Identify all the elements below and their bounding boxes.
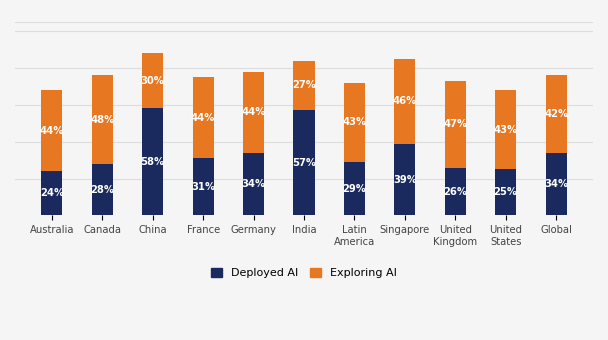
Bar: [142, 108, 164, 216]
Text: 58%: 58%: [140, 157, 165, 167]
Text: 43%: 43%: [494, 125, 518, 135]
Bar: [344, 83, 365, 162]
Bar: [344, 162, 365, 216]
Text: 25%: 25%: [494, 187, 517, 198]
Text: 44%: 44%: [241, 107, 266, 117]
Bar: [545, 75, 567, 153]
Bar: [394, 59, 415, 143]
Bar: [495, 169, 516, 216]
Text: 48%: 48%: [90, 115, 114, 124]
Bar: [444, 168, 466, 216]
Bar: [193, 77, 214, 158]
Bar: [41, 171, 63, 216]
Bar: [495, 90, 516, 169]
Bar: [41, 90, 63, 171]
Text: 30%: 30%: [141, 76, 165, 86]
Text: 42%: 42%: [544, 109, 568, 119]
Text: 34%: 34%: [241, 179, 266, 189]
Text: 28%: 28%: [91, 185, 114, 195]
Bar: [545, 153, 567, 216]
Bar: [243, 72, 264, 153]
Text: 44%: 44%: [191, 113, 215, 123]
Bar: [444, 81, 466, 168]
Bar: [142, 53, 164, 108]
Text: 24%: 24%: [40, 188, 64, 198]
Text: 26%: 26%: [443, 187, 468, 197]
Text: 34%: 34%: [544, 179, 568, 189]
Bar: [92, 164, 113, 216]
Bar: [92, 75, 113, 164]
Bar: [394, 143, 415, 216]
Text: 31%: 31%: [191, 182, 215, 192]
Bar: [243, 153, 264, 216]
Text: 46%: 46%: [393, 96, 417, 106]
Bar: [294, 110, 314, 216]
Text: 47%: 47%: [443, 119, 468, 129]
Bar: [294, 61, 314, 110]
Text: 29%: 29%: [342, 184, 367, 194]
Text: 57%: 57%: [292, 158, 316, 168]
Text: 43%: 43%: [342, 117, 367, 128]
Text: 27%: 27%: [292, 81, 316, 90]
Bar: [193, 158, 214, 216]
Text: 39%: 39%: [393, 174, 417, 185]
Text: 44%: 44%: [40, 126, 64, 136]
Legend: Deployed AI, Exploring AI: Deployed AI, Exploring AI: [207, 264, 401, 283]
